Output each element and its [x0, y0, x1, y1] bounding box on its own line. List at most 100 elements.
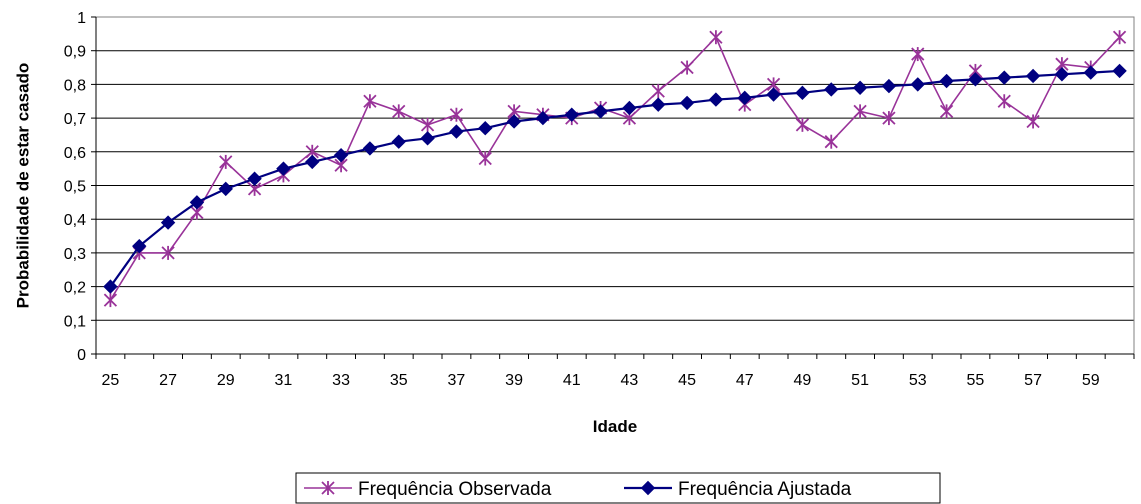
data-point [276, 161, 291, 176]
series-line [109, 35, 1121, 301]
data-point [1083, 65, 1098, 80]
data-point [1026, 114, 1040, 129]
data-point [305, 154, 320, 170]
data-point [218, 181, 233, 197]
legend: Frequência Observada Frequência Ajustada [295, 472, 941, 504]
y-axis-title: Probabilidade de estar casado [13, 63, 32, 309]
data-point [1112, 30, 1127, 45]
data-point [333, 147, 349, 163]
data-point [420, 117, 435, 132]
data-point [795, 85, 810, 101]
data-point [593, 104, 608, 119]
data-point [680, 60, 694, 75]
data-point [910, 77, 925, 92]
x-tick-label: 25 [102, 372, 120, 389]
data-point [219, 154, 233, 169]
data-point [564, 107, 579, 122]
data-point [160, 215, 176, 230]
x-axis-title: Idade [593, 417, 637, 436]
x-tick-label: 49 [794, 372, 812, 389]
data-point [1025, 68, 1041, 84]
data-point [189, 195, 205, 210]
data-point [449, 124, 464, 139]
y-tick-label: 0,1 [64, 313, 86, 330]
legend-box [295, 472, 941, 504]
x-tick-label: 39 [505, 372, 523, 389]
x-tick-label: 55 [967, 372, 985, 389]
data-point [363, 94, 377, 109]
data-point [651, 97, 666, 112]
x-tick-label: 57 [1024, 372, 1042, 389]
y-tick-label: 0,7 [64, 111, 86, 128]
data-point [997, 94, 1011, 109]
legend-label: Frequência Ajustada [678, 479, 852, 500]
data-point [449, 107, 464, 122]
x-tick-label: 43 [621, 372, 639, 389]
data-point [824, 82, 839, 97]
data-point [420, 131, 435, 146]
data-point [651, 84, 665, 99]
data-point [997, 70, 1012, 85]
data-point [939, 73, 954, 89]
legend-label: Frequência Observada [358, 479, 552, 500]
series-line [109, 69, 1120, 288]
y-tick-label: 1 [77, 10, 86, 27]
data-point [161, 245, 175, 260]
data-point [478, 121, 493, 136]
x-axis-tick-labels: 25 27 29 31 33 35 37 39 41 43 45 47 49 51 53 55 57 59 [102, 372, 1100, 389]
y-tick-label: 0,8 [64, 77, 86, 94]
x-tick-label: 51 [851, 372, 869, 389]
data-point [1054, 67, 1070, 82]
data-point [247, 171, 262, 186]
data-point [321, 481, 335, 495]
x-tick-label: 53 [909, 372, 927, 389]
data-point [392, 104, 406, 119]
x-tick-label: 35 [390, 372, 408, 389]
legend-item: Frequência Observada [304, 479, 552, 500]
x-tick-label: 37 [448, 372, 466, 389]
data-point [853, 104, 867, 119]
data-point [795, 117, 810, 132]
data-point [362, 141, 378, 156]
series-layer [103, 30, 1127, 308]
data-point [968, 72, 983, 87]
data-point [824, 134, 838, 149]
data-point [881, 78, 897, 94]
data-point [478, 151, 492, 166]
x-tick-label: 27 [159, 372, 177, 389]
x-tick-label: 31 [275, 372, 293, 389]
series-ajustada [103, 63, 1127, 294]
x-tick-label: 45 [678, 372, 696, 389]
data-point [391, 134, 406, 149]
legend-item: Frequência Ajustada [624, 479, 852, 500]
data-point [132, 238, 147, 254]
axes [91, 16, 1135, 359]
data-point [852, 80, 868, 95]
y-tick-label: 0,2 [64, 280, 86, 297]
data-point [882, 111, 896, 126]
x-tick-label: 59 [1082, 372, 1100, 389]
data-point [535, 110, 551, 126]
y-tick-label: 0,9 [64, 44, 86, 61]
data-point [103, 293, 118, 308]
data-point [709, 30, 723, 45]
y-tick-label: 0,3 [64, 246, 86, 263]
series-observada [103, 30, 1127, 308]
data-point [911, 47, 925, 62]
data-point [708, 92, 724, 107]
y-tick-label: 0,5 [64, 179, 86, 196]
x-tick-label: 29 [217, 372, 235, 389]
y-axis-tick-labels: 0 0,1 0,2 0,3 0,4 0,5 0,6 0,7 0,8 0,9 1 [64, 10, 86, 364]
x-tick-label: 41 [563, 372, 581, 389]
x-tick-label: 47 [736, 372, 754, 389]
data-point [506, 114, 522, 129]
data-point [103, 279, 118, 294]
data-point [766, 87, 781, 102]
y-tick-label: 0 [77, 347, 86, 364]
data-point [640, 480, 656, 496]
gridlines [96, 16, 1134, 321]
data-point [737, 90, 752, 106]
x-tick-label: 33 [332, 372, 350, 389]
y-tick-label: 0,6 [64, 145, 86, 162]
